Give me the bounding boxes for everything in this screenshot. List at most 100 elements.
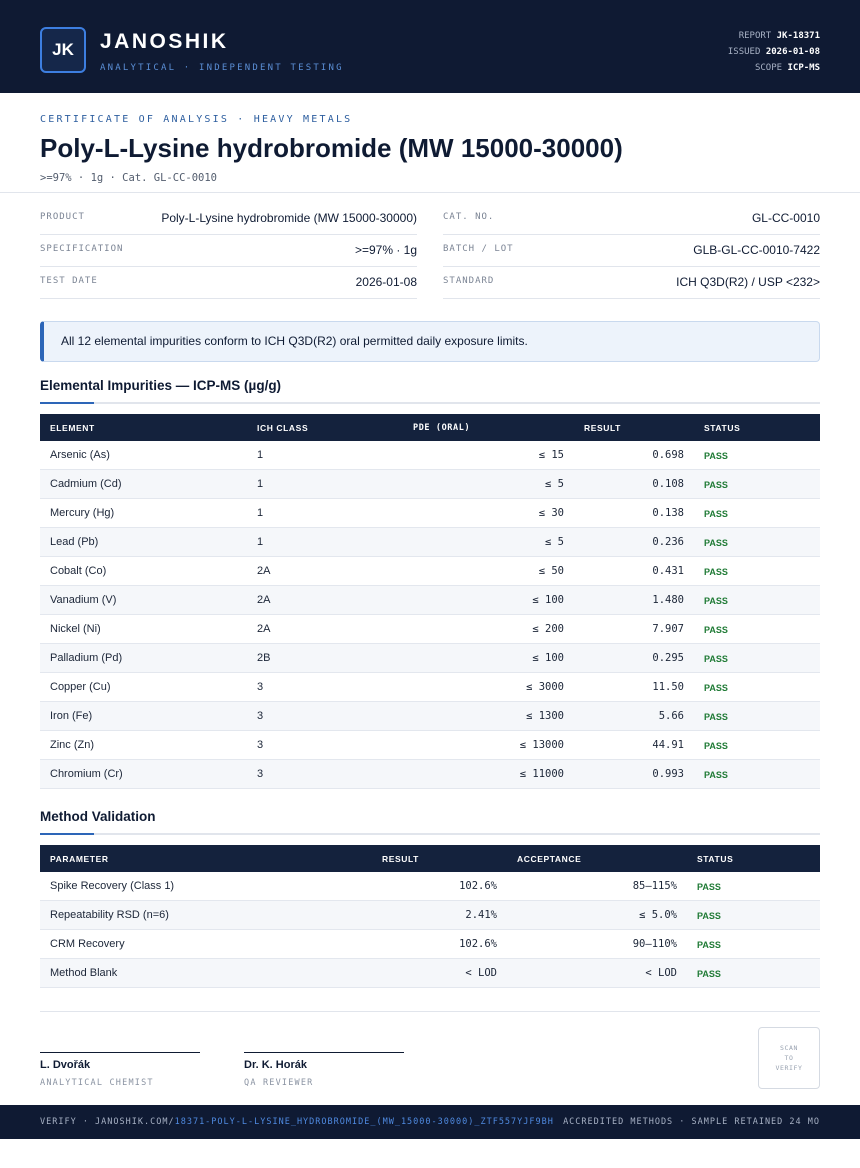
result-value: 7.907 [652, 623, 684, 635]
scope-label: SCOPE [754, 63, 783, 73]
ich-class: 3 [257, 768, 264, 780]
table-row: Nickel (Ni) 2A ≤ 200 7.907 PASS [40, 615, 820, 644]
parameter-name: Spike Recovery (Class 1) [50, 880, 175, 892]
info-product: PRODUCT Poly-L-Lysine hydrobromide (MW 1… [40, 203, 417, 235]
parameter-name: Repeatability RSD (n=6) [50, 909, 169, 921]
column-header: STATUS [697, 854, 734, 864]
element-name: Vanadium (V) [50, 594, 117, 606]
report-meta: REPORT JK-18371 ISSUED 2026-01-08 SCOPE … [728, 28, 820, 76]
status-badge: PASS [704, 741, 728, 751]
pde-limit: ≤ 15 [538, 449, 564, 461]
ich-class: 2A [257, 594, 271, 606]
element-name: Zinc (Zn) [50, 739, 94, 751]
signer-name: Dr. K. Horák [244, 1059, 307, 1071]
qr-text: SCAN [779, 1044, 799, 1052]
table-row: Repeatability RSD (n=6) 2.41% ≤ 5.0% PASS [40, 901, 820, 930]
status-badge: PASS [704, 712, 728, 722]
pde-limit: ≤ 5 [545, 536, 564, 548]
info-value: GLB-GL-CC-0010-7422 [693, 243, 820, 257]
ich-class: 2A [257, 623, 271, 635]
element-name: Nickel (Ni) [50, 623, 101, 635]
element-name: Iron (Fe) [50, 710, 93, 722]
pde-limit: ≤ 100 [532, 652, 564, 664]
table-row: Vanadium (V) 2A ≤ 100 1.480 PASS [40, 586, 820, 615]
status-badge: PASS [704, 654, 728, 664]
result-value: 44.91 [652, 739, 684, 751]
table-body: Spike Recovery (Class 1) 102.6% 85–115% PAS… [40, 872, 820, 988]
ich-class: 2A [257, 565, 271, 577]
info-test-date: TEST DATE 2026-01-08 [40, 267, 417, 299]
table-row: Spike Recovery (Class 1) 102.6% 85–115% PAS… [40, 872, 820, 901]
result-value: 0.431 [652, 565, 684, 577]
ich-class: 1 [257, 536, 264, 548]
impurities-table: ELEMENT ICH CLASS PDE (ORAL) RESULT STAT… [40, 414, 820, 789]
element-name: Mercury (Hg) [50, 507, 115, 519]
info-value: GL-CC-0010 [751, 211, 820, 225]
table-row: Cadmium (Cd) 1 ≤ 5 0.108 PASS [40, 470, 820, 499]
status-badge: PASS [704, 596, 728, 606]
status-badge: PASS [704, 625, 728, 635]
parameter-name: CRM Recovery [50, 938, 125, 950]
acceptance-range: 90–110% [632, 938, 677, 950]
status-badge: PASS [704, 683, 728, 693]
column-header: PARAMETER [50, 854, 109, 864]
status-badge: PASS [704, 480, 728, 490]
info-label: STANDARD [443, 276, 495, 286]
table-row: Lead (Pb) 1 ≤ 5 0.236 PASS [40, 528, 820, 557]
qr-text: TO [784, 1054, 794, 1062]
signer-role: QA REVIEWER [244, 1078, 314, 1088]
status-badge: PASS [704, 451, 728, 461]
document-overline: CERTIFICATE OF ANALYSIS · HEAVY METALS [40, 114, 353, 125]
issued-label: ISSUED [727, 47, 761, 57]
ich-class: 3 [257, 681, 264, 693]
element-name: Arsenic (As) [50, 449, 110, 461]
table-row: Palladium (Pd) 2B ≤ 100 0.295 PASS [40, 644, 820, 673]
pde-limit: ≤ 5 [545, 478, 564, 490]
ich-class: 1 [257, 449, 264, 461]
column-header: PDE (ORAL) [413, 423, 471, 433]
conformance-notice: All 12 elemental impurities conform to I… [40, 321, 820, 362]
page-title: Poly-L-Lysine hydrobromide (MW 15000-300… [40, 133, 623, 163]
report-number: JK-18371 [776, 31, 820, 41]
column-header: RESULT [382, 854, 419, 864]
table-row: Chromium (Cr) 3 ≤ 11000 0.993 PASS [40, 760, 820, 789]
status-badge: PASS [697, 882, 721, 892]
element-name: Cadmium (Cd) [50, 478, 122, 490]
status-badge: PASS [704, 538, 728, 548]
result-value: 0.698 [652, 449, 684, 461]
element-name: Copper (Cu) [50, 681, 111, 693]
report-footer: VERIFY · JANOSHIK.COM/18371-POLY-L-LYSIN… [0, 1105, 860, 1139]
info-label: BATCH / LOT [443, 244, 514, 254]
result-value: 0.236 [652, 536, 684, 548]
qr-text: VERIFY [775, 1064, 803, 1072]
result-value: 1.480 [652, 594, 684, 606]
title-divider [0, 192, 860, 193]
verify-line: VERIFY · JANOSHIK.COM/18371-POLY-L-LYSIN… [40, 1117, 554, 1127]
info-label: TEST DATE [40, 276, 98, 286]
verify-link[interactable]: 18371-POLY-L-LYSINE_HYDROBROMIDE_(MW_150… [174, 1117, 554, 1127]
signer-name: L. Dvořák [40, 1059, 91, 1071]
table-row: Copper (Cu) 3 ≤ 3000 11.50 PASS [40, 673, 820, 702]
status-badge: PASS [704, 509, 728, 519]
signature-line [244, 1052, 404, 1053]
impurities-section-title: Elemental Impurities — ICP-MS (µg/g) [40, 378, 282, 393]
status-badge: PASS [697, 911, 721, 921]
brand-tagline: ANALYTICAL · INDEPENDENT TESTING [100, 63, 344, 73]
element-name: Palladium (Pd) [50, 652, 123, 664]
column-header: RESULT [584, 423, 621, 433]
notice-text: All 12 elemental impurities conform to I… [61, 334, 528, 348]
status-badge: PASS [704, 567, 728, 577]
scan-to-verify-qr[interactable]: SCAN TO VERIFY [758, 1027, 820, 1089]
table-row: Iron (Fe) 3 ≤ 1300 5.66 PASS [40, 702, 820, 731]
status-badge: PASS [697, 969, 721, 979]
result-value: 11.50 [652, 681, 684, 693]
column-header: STATUS [704, 423, 741, 433]
pde-limit: ≤ 13000 [519, 739, 564, 751]
table-row: Arsenic (As) 1 ≤ 15 0.698 PASS [40, 441, 820, 470]
result-value: 5.66 [658, 710, 684, 722]
info-label: SPECIFICATION [40, 244, 124, 254]
result-value: 102.6% [459, 938, 497, 950]
result-value: 102.6% [459, 880, 497, 892]
table-row: Method Blank < LOD < LOD PASS [40, 959, 820, 988]
result-value: 0.993 [652, 768, 684, 780]
